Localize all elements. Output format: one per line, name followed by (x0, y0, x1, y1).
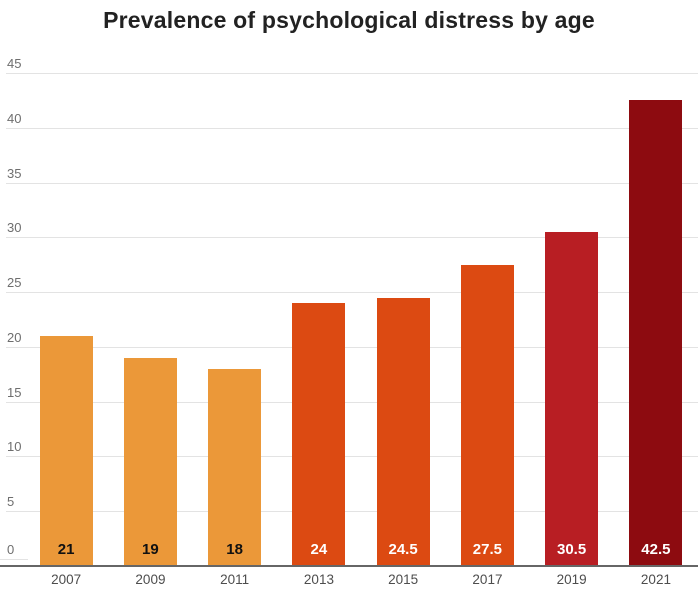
gridline (6, 292, 698, 293)
gridline (6, 128, 698, 129)
x-tick-label-2019: 2019 (556, 572, 587, 587)
bar-value-label: 42.5 (641, 540, 671, 558)
y-tick-label: 25 (7, 275, 22, 290)
y-tick-label: 0 (7, 542, 15, 557)
y-tick-label: 35 (7, 166, 22, 181)
x-tick-label-2021: 2021 (640, 572, 671, 587)
gridline (6, 402, 698, 403)
bar-2019: 30.5 (545, 231, 599, 566)
y-tick-label: 30 (7, 220, 22, 235)
bar-2009: 19 (123, 357, 177, 566)
gridline (6, 237, 698, 238)
gridline (6, 456, 698, 457)
bar-value-label: 24.5 (388, 540, 418, 558)
x-tick-label-2013: 2013 (303, 572, 334, 587)
y-tick-label: 10 (7, 439, 22, 454)
gridline (6, 347, 698, 348)
bar-2015: 24.5 (376, 297, 430, 566)
gridline (6, 183, 698, 184)
x-axis-line (0, 565, 698, 567)
bar-value-label: 30.5 (556, 540, 587, 558)
x-tick-label-2007: 2007 (51, 572, 82, 587)
chart-title: Prevalence of psychological distress by … (103, 7, 595, 33)
bar-value-label: 18 (226, 540, 243, 558)
bar-2013: 24 (292, 303, 346, 566)
bar-value-label: 19 (142, 540, 159, 558)
y-tick-label: 45 (7, 56, 22, 71)
gridline (6, 511, 698, 512)
y-tick-label: 40 (7, 111, 22, 126)
bar-value-label: 21 (57, 540, 75, 558)
x-tick-label-2015: 2015 (388, 572, 419, 587)
bar-value-label: 24 (310, 540, 328, 558)
x-tick-label-2009: 2009 (135, 572, 166, 587)
y-tick-label: 20 (7, 330, 22, 345)
bar-value-label: 27.5 (472, 540, 502, 558)
bar-2021: 42.5 (629, 100, 683, 566)
bar-2017: 27.5 (460, 264, 514, 566)
x-tick-label-2011: 2011 (220, 572, 250, 587)
zero-tick-line (0, 559, 28, 560)
bar-2011: 18 (208, 368, 262, 566)
bar-2007: 21 (39, 335, 93, 566)
gridline (6, 73, 698, 74)
y-tick-label: 5 (7, 494, 15, 509)
x-tick-label-2017: 2017 (472, 572, 503, 587)
y-tick-label: 15 (7, 385, 22, 400)
